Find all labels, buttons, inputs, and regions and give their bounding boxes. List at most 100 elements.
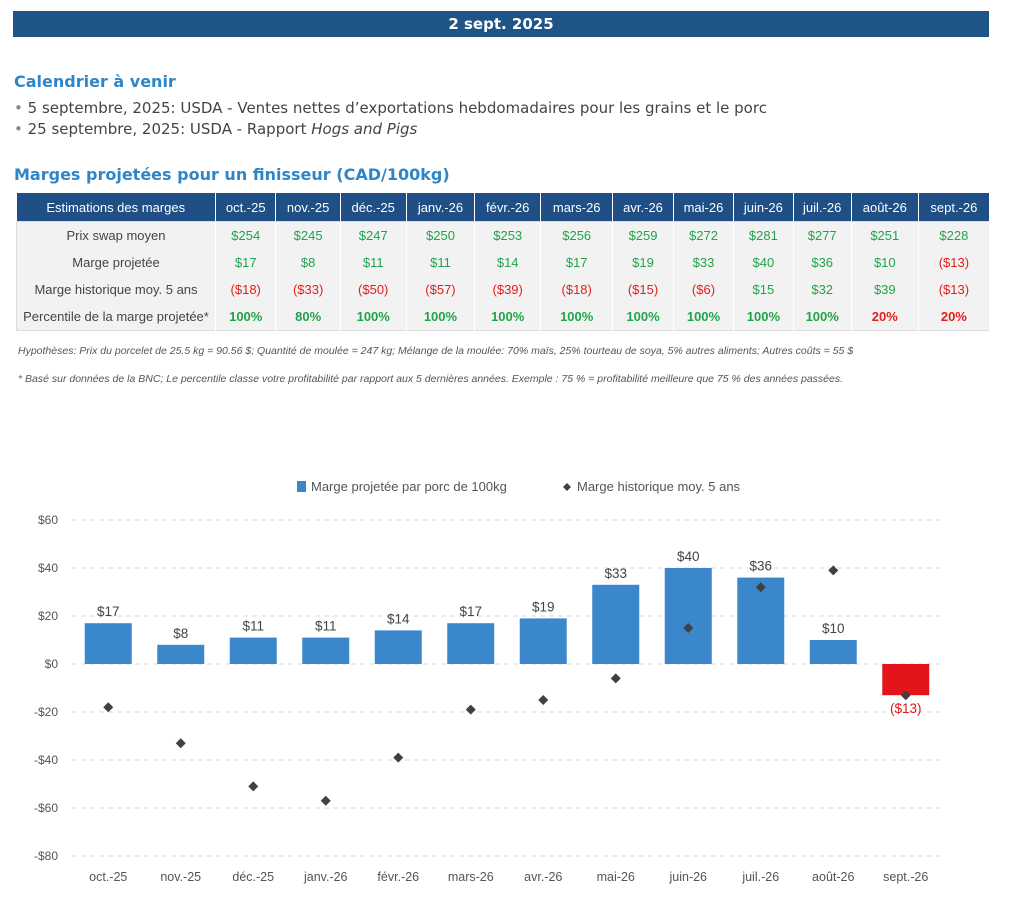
table-cell: $11 (406, 249, 476, 276)
bar (519, 618, 567, 664)
calendar-item-text: 5 septembre, 2025: USDA - Ventes nettes … (27, 99, 767, 117)
bar-data-label: $36 (749, 559, 772, 574)
bullet: • (14, 120, 23, 138)
table-cell: $281 (733, 221, 794, 249)
table-cell: ($6) (673, 276, 735, 303)
table-cell: $277 (793, 221, 852, 249)
y-tick-label: $0 (45, 657, 59, 671)
bar-data-label: $11 (315, 619, 337, 634)
report-name: Hogs and Pigs (311, 120, 418, 138)
table-cell: $256 (540, 221, 614, 249)
table-cell: $272 (673, 221, 735, 249)
table-cell: 100% (340, 303, 407, 331)
x-tick-label: juil.-26 (741, 870, 779, 884)
table-header-month: nov.-25 (275, 193, 341, 222)
table-cell: 20% (851, 303, 919, 331)
table-cell: 80% (275, 303, 341, 331)
table-cell: $39 (851, 276, 919, 303)
y-tick-label: -$40 (34, 753, 58, 767)
table-cell: ($39) (474, 276, 542, 303)
bar (592, 584, 640, 664)
historical-marker (320, 795, 331, 806)
row-label: Percentile de la marge projetée* (16, 303, 216, 331)
row-label: Marge historique moy. 5 ans (16, 276, 216, 303)
x-tick-label: mai-26 (597, 870, 635, 884)
table-header-month: avr.-26 (612, 193, 674, 222)
bar-data-label: $17 (459, 604, 482, 619)
table-row: Marge projetée $17 $8 $11 $11 $14 $17 $19 $33 $40… (16, 249, 991, 276)
historical-marker (538, 695, 549, 705)
bar-data-label: $10 (822, 621, 845, 636)
table-cell: $10 (851, 249, 919, 276)
table-cell: 100% (793, 303, 852, 331)
table-header-label: Estimations des marges (16, 193, 216, 222)
table-cell: $11 (340, 249, 407, 276)
bar-data-label: $14 (387, 611, 410, 626)
legend-bar-swatch (297, 481, 306, 492)
y-tick-label: $40 (38, 561, 58, 575)
bar (157, 644, 205, 664)
x-tick-label: avr.-26 (524, 870, 562, 884)
bar-data-label: $11 (242, 619, 264, 634)
row-label: Prix swap moyen (16, 221, 216, 249)
table-cell: ($18) (215, 276, 277, 303)
table-cell: ($13) (918, 249, 991, 276)
date-banner: 2 sept. 2025 (13, 11, 989, 37)
assumptions-note: Hypothèses: Prix du porcelet de 25.5 kg … (18, 345, 854, 357)
calendar-title: Calendrier à venir (14, 72, 176, 91)
table-cell: 100% (474, 303, 542, 331)
table-row: Prix swap moyen $254 $245 $247 $250 $253 $256 $… (16, 221, 991, 249)
x-tick-label: sept.-26 (883, 870, 928, 884)
legend-diamond-label: Marge historique moy. 5 ans (577, 479, 741, 494)
table-cell: $36 (793, 249, 852, 276)
historical-marker (175, 738, 186, 749)
margins-table: Estimations des marges oct.-25 nov.-25 déc.… (16, 193, 991, 331)
bar-data-label: $8 (173, 626, 188, 641)
table-cell: $247 (340, 221, 407, 249)
table-header-month: sept.-26 (918, 193, 991, 222)
bar (374, 630, 422, 664)
y-tick-label: -$80 (34, 849, 58, 863)
table-cell: 100% (406, 303, 476, 331)
table-cell: ($18) (540, 276, 614, 303)
table-header-month: mai-26 (673, 193, 735, 222)
table-row: Marge historique moy. 5 ans ($18) ($33) ($5… (16, 276, 991, 303)
historical-marker (755, 582, 766, 593)
bar-data-label: $33 (604, 566, 627, 581)
calendar-item-text: 25 septembre, 2025: USDA - Rapport (27, 120, 312, 138)
table-cell: $259 (612, 221, 674, 249)
table-cell: ($33) (275, 276, 341, 303)
x-tick-label: mars-26 (448, 870, 494, 884)
table-cell: $250 (406, 221, 476, 249)
table-cell: $17 (215, 249, 277, 276)
historical-marker (465, 704, 476, 715)
historical-marker (248, 781, 259, 792)
margin-chart: $60 $40 $20 $0 -$20 -$40 -$60 -$80 oct.-25 nov.-2… (34, 479, 942, 884)
y-tick-label: $60 (38, 513, 58, 527)
table-cell: $228 (918, 221, 991, 249)
historical-marker (683, 623, 694, 633)
bar (447, 623, 495, 664)
table-header-month: mars-26 (540, 193, 614, 222)
x-tick-label: janv.-26 (303, 870, 348, 884)
y-tick-label: -$60 (34, 801, 58, 815)
table-row: Percentile de la marge projetée* 100% 80% 1… (16, 303, 991, 331)
table-header-month: juil.-26 (793, 193, 852, 222)
bar (302, 637, 350, 664)
percentile-footnote: * Basé sur données de la BNC; Le percent… (18, 373, 844, 385)
table-cell: $32 (793, 276, 852, 303)
bar (664, 568, 712, 664)
table-header-month: août-26 (851, 193, 919, 222)
table-cell: $15 (733, 276, 794, 303)
table-cell: 20% (918, 303, 991, 331)
table-cell: 100% (612, 303, 674, 331)
table-header-month: oct.-25 (215, 193, 277, 222)
table-header-month: déc.-25 (340, 193, 407, 222)
table-cell: $253 (474, 221, 542, 249)
table-cell: $40 (733, 249, 794, 276)
bar-data-label: $17 (97, 604, 120, 619)
table-cell: $14 (474, 249, 542, 276)
bar-data-label: $40 (677, 549, 700, 564)
table-cell: ($50) (340, 276, 407, 303)
legend-diamond-swatch (563, 483, 571, 491)
